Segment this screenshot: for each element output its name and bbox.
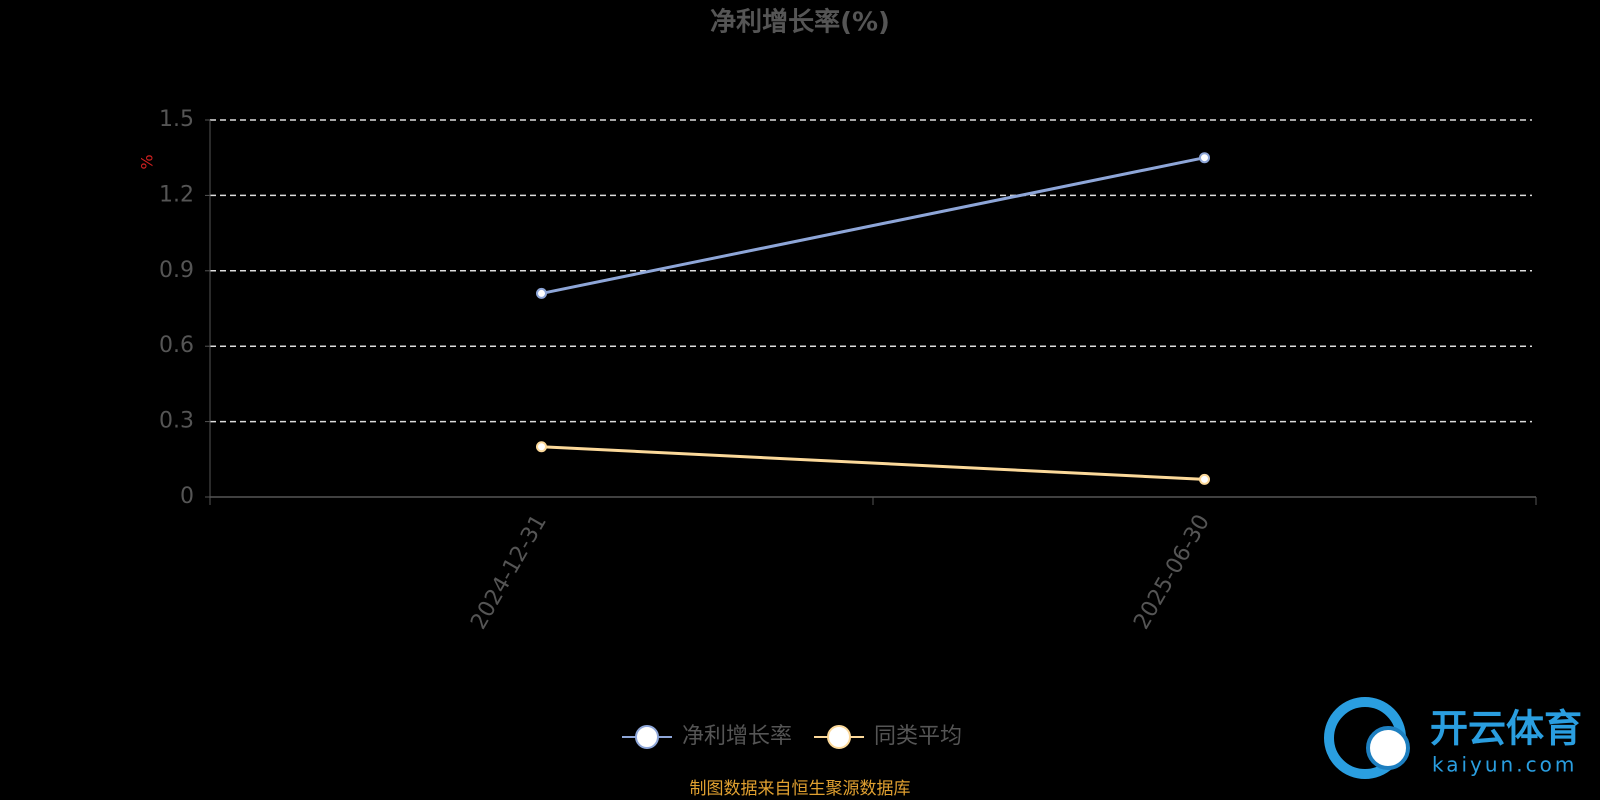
y-tick-label: 0.3 xyxy=(159,409,194,434)
legend-symbol xyxy=(827,725,852,749)
source-note: 制图数据来自恒生聚源数据库 xyxy=(690,779,911,799)
data-point xyxy=(536,287,547,299)
watermark: 开云体育 kaiyun.com xyxy=(1324,697,1582,779)
data-point xyxy=(1199,473,1210,485)
y-tick-label: 1.5 xyxy=(159,107,194,132)
watermark-title: 开云体育 xyxy=(1430,707,1582,751)
watermark-ball xyxy=(1366,726,1410,770)
y-axis-label: % xyxy=(138,154,157,169)
legend: 净利增长率 同类平均 xyxy=(622,724,962,749)
series-line xyxy=(541,445,1205,481)
y-tick-label: 1.2 xyxy=(159,182,194,207)
watermark-subtitle: kaiyun.com xyxy=(1432,753,1577,777)
chart-title: 净利增长率(%) xyxy=(710,7,890,38)
y-tick-label: 0.9 xyxy=(159,258,194,283)
y-tick-label: 0.6 xyxy=(159,333,194,358)
legend-symbol xyxy=(635,725,659,749)
legend-label: 同类平均 xyxy=(874,724,962,749)
legend-label: 净利增长率 xyxy=(682,724,792,749)
y-tick-label: 0 xyxy=(180,484,194,509)
series-line xyxy=(541,156,1205,295)
data-point xyxy=(536,441,547,453)
data-point xyxy=(1199,152,1210,164)
